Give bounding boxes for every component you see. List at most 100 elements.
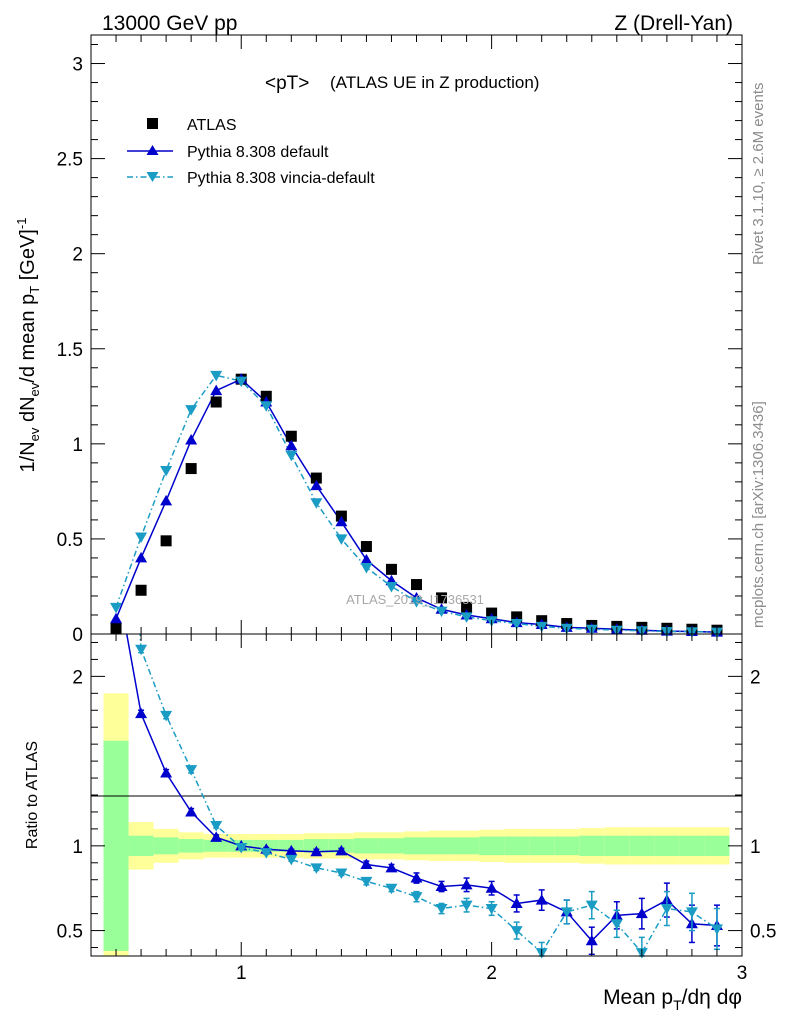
ratio-band-inner: [504, 836, 530, 856]
ratio-vincia-point: [710, 924, 723, 935]
ratio-vincia-point: [285, 854, 298, 866]
legend-label-atlas: ATLAS: [187, 117, 237, 134]
ratio-default-point: [285, 844, 298, 856]
y-tick-label-ratio: 1: [72, 837, 83, 858]
y-tick-label-ratio-right: 1: [750, 837, 761, 858]
y-tick-label-main: 2.5: [57, 150, 83, 171]
pythia-vincia-point: [285, 450, 298, 462]
ratio-vincia-point: [510, 926, 523, 937]
ratio-band-inner: [704, 835, 730, 857]
y-tick-label-ratio: 2: [72, 667, 83, 688]
ratio-band-inner: [579, 835, 605, 857]
pythia-default-point: [160, 494, 173, 506]
energy-label: 13000 GeV pp: [102, 12, 237, 35]
ratio-axis-ticks: 0.5 0.5 1 1 2 2 1 2 3: [57, 634, 776, 984]
atlas-data-point: [385, 563, 397, 575]
atlas-data-point: [436, 592, 448, 604]
pythia-vincia-point: [310, 498, 323, 509]
x-tick-label: 2: [486, 963, 497, 984]
ratio-vincia-point: [135, 644, 148, 656]
pythia-default-point: [335, 515, 348, 527]
ratio-band-inner: [153, 837, 179, 855]
y-tick-label-ratio-right: 0.5: [750, 922, 776, 943]
ratio-default-point: [510, 897, 523, 908]
ratio-band-inner: [479, 836, 505, 856]
y-tick-label-ratio: 0.5: [57, 922, 83, 943]
ratio-vincia-point: [560, 907, 573, 918]
ratio-band-inner: [378, 838, 404, 854]
y-tick-label-main: 3: [72, 55, 83, 76]
atlas-data-point: [285, 430, 297, 442]
pythia-vincia-point: [260, 401, 273, 412]
y-tick-label-main: 1: [72, 435, 83, 456]
pythia-vincia-point: [510, 619, 523, 630]
ratio-default-point: [410, 872, 423, 883]
y-tick-label-main: 2: [72, 245, 83, 266]
ratio-band-inner: [353, 838, 379, 854]
ratio-band-inner: [103, 740, 129, 951]
ratio-vincia-point: [210, 821, 223, 832]
ratio-default-point: [435, 880, 448, 892]
pythia-vincia-point: [160, 465, 173, 477]
pythia-vincia-point: [360, 562, 373, 574]
ratio-band-inner: [654, 835, 680, 857]
y-tick-label-main: 1.5: [57, 340, 83, 361]
atlas-data-point: [185, 463, 197, 475]
ratio-vincia-point: [435, 904, 448, 915]
ratio-vincia-point: [185, 765, 198, 776]
ratio-panel: [103, 693, 730, 956]
legend-marker-default: [146, 145, 159, 155]
ratio-default-point: [635, 907, 648, 919]
legend-marker-vincia: [146, 172, 159, 182]
x-tick-label: 1: [236, 963, 247, 984]
plot-title: <pT>: [265, 73, 309, 94]
ratio-default-point: [135, 707, 148, 719]
ratio-vincia-point: [235, 843, 248, 854]
pythia-vincia-point: [185, 405, 198, 416]
ratio-band-inner: [679, 835, 705, 857]
ratio-default-point: [185, 805, 198, 817]
atlas-data-point: [411, 579, 422, 591]
y-axis-title-main: 1/Nev dNev/d mean pT [GeV]-1: [14, 218, 42, 473]
ratio-band-inner: [429, 837, 455, 855]
ratio-vincia-point: [410, 892, 423, 903]
ratio-band-inner: [604, 835, 630, 857]
ratio-band-inner: [203, 839, 229, 852]
ratio-frame: [90, 633, 743, 957]
pythia-vincia-point: [335, 534, 348, 545]
ratio-band-inner: [629, 835, 655, 857]
pythia-default-point: [285, 439, 298, 451]
atlas-data-point: [210, 396, 222, 408]
atlas-data-point: [461, 601, 473, 613]
ratio-vincia-point: [310, 863, 323, 874]
pythia-default-point: [185, 434, 198, 445]
ratio-vincia-point: [260, 848, 273, 859]
pythia-vincia-point: [210, 370, 223, 382]
ratio-default-point: [210, 831, 223, 842]
pythia-vincia-point: [235, 376, 248, 388]
ratio-band-inner: [178, 839, 204, 853]
ratio-vincia-point: [160, 710, 173, 722]
legend-marker-atlas: [147, 118, 158, 129]
pythia-vincia-point: [460, 612, 473, 623]
ratio-vincia-point: [685, 907, 698, 918]
ratio-vincia-point: [385, 883, 398, 895]
atlas-data-point: [360, 541, 372, 553]
pythia-vincia-point: [410, 597, 423, 608]
ratio-default-point: [385, 861, 398, 873]
ratio-default-point: [460, 878, 473, 890]
pythia-vincia-point: [135, 532, 148, 544]
pythia-vincia-point: [110, 602, 123, 614]
ratio-band-inner: [454, 837, 480, 855]
ratio-default-point: [335, 844, 348, 856]
atlas-data-point: [310, 472, 322, 484]
y-tick-label-main: 0.5: [57, 530, 83, 551]
legend: ATLAS Pythia 8.308 default Pythia 8.308 …: [127, 117, 375, 187]
x-tick-label: 3: [737, 963, 748, 984]
legend-label-default: Pythia 8.308 default: [187, 144, 329, 161]
ratio-vincia-point: [485, 904, 498, 915]
x-axis-title: Mean pT/dη dφ: [603, 986, 742, 1013]
ratio-default-point: [160, 766, 173, 778]
rivet-version-label: Rivet 3.1.10, ≥ 2.6M events: [750, 83, 767, 266]
